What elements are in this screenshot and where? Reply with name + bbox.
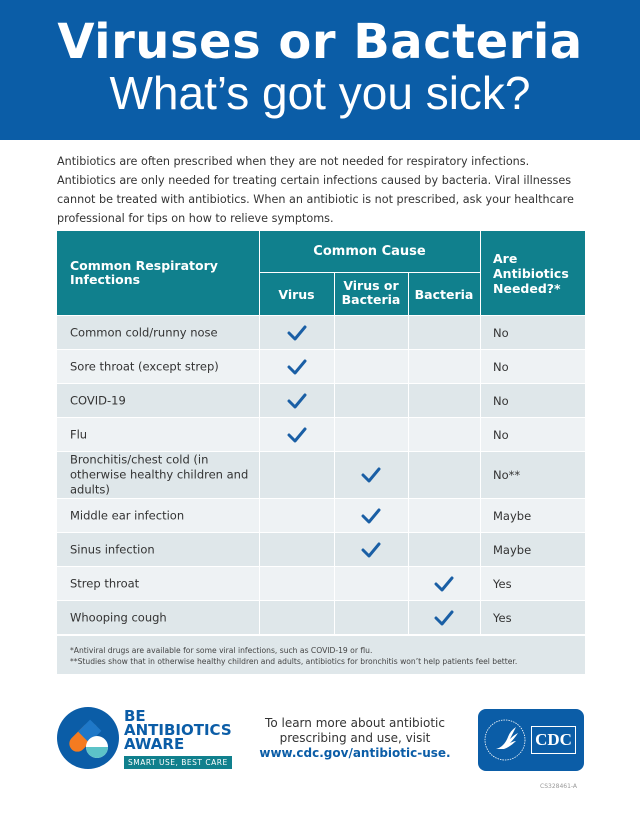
page-title: Viruses or Bacteria	[57, 14, 583, 70]
check-icon	[361, 508, 381, 523]
infection-name: Sinus infection	[70, 542, 155, 556]
antibiotics-needed-value: Maybe	[493, 508, 532, 523]
infection-name: Bronchitis/chest cold (in otherwise heal…	[70, 452, 249, 497]
cdc-hhs-logo: CDC	[478, 709, 584, 771]
hhs-eagle-icon	[484, 719, 526, 761]
learn-line-1: To learn more about antibiotic	[265, 716, 445, 730]
logo-aware: AWARE	[124, 735, 185, 753]
infection-name: Sore throat (except strep)	[70, 359, 219, 373]
table-row: Bronchitis/chest cold (in otherwise heal…	[57, 452, 585, 499]
infection-name: Strep throat	[70, 576, 140, 590]
antibiotics-needed-value: Maybe	[493, 542, 532, 557]
title-banner: Viruses or Bacteria What’s got you sick?	[0, 0, 640, 140]
table-row: COVID-19 No	[57, 384, 585, 418]
cdc-wordmark: CDC	[531, 726, 576, 754]
infection-name: Middle ear infection	[70, 508, 185, 522]
learn-line-2: prescribing and use, visit	[279, 731, 431, 745]
header-bacteria: Bacteria	[414, 287, 474, 302]
check-icon	[287, 359, 306, 374]
antibiotics-needed-value: No	[493, 393, 509, 408]
check-icon	[287, 325, 306, 340]
footnotes: *Antiviral drugs are available for some …	[57, 636, 585, 674]
table-row: Whooping cough Yes	[57, 601, 585, 635]
page-subtitle: What’s got you sick?	[109, 67, 531, 119]
antibiotics-needed-value: No	[493, 427, 509, 442]
logo-antibiotics: ANTIBIOTICS	[124, 721, 232, 739]
infection-name: COVID-19	[70, 393, 126, 407]
antibiotics-needed-value: No**	[493, 468, 521, 482]
table-row: Common cold/runny nose No	[57, 316, 585, 350]
infection-name: Flu	[70, 427, 88, 441]
header-common-cause: Common Cause	[313, 244, 426, 259]
check-icon	[287, 427, 306, 442]
table-body: Common cold/runny nose No Sore throat (exc…	[57, 316, 585, 635]
pill-icon	[57, 707, 119, 769]
learn-more-text: To learn more about antibiotic prescribi…	[245, 716, 465, 761]
table-row: Sinus infection Maybe	[57, 533, 585, 567]
footnote-antiviral: *Antiviral drugs are available for some …	[70, 646, 373, 655]
infection-name: Common cold/runny nose	[70, 325, 218, 339]
header-virus: Virus	[278, 287, 315, 302]
antibiotics-needed-value: Yes	[493, 576, 512, 591]
check-icon	[434, 576, 454, 591]
antibiotics-needed-value: Yes	[493, 610, 512, 625]
table-row: Strep throat Yes	[57, 567, 585, 601]
table-row: Flu No	[57, 418, 585, 452]
header-virus-or-bacteria: Virus or Bacteria	[341, 278, 401, 307]
infections-table: Common Respiratory Infections Common Cau…	[57, 231, 585, 635]
table-header: Common Respiratory Infections Common Cau…	[57, 231, 585, 315]
infection-name: Whooping cough	[70, 610, 167, 624]
check-icon	[434, 610, 454, 625]
document-code: CS328461-A	[540, 783, 578, 790]
header-antibiotics-needed: Are Antibiotics Needed?*	[493, 251, 569, 296]
logo-tagline: SMART USE, BEST CARE	[124, 756, 232, 769]
table-row: Middle ear infection Maybe	[57, 499, 585, 533]
footnote-bronchitis: **Studies show that in otherwise healthy…	[70, 657, 518, 666]
cdc-link[interactable]: www.cdc.gov/antibiotic-use.	[259, 746, 451, 760]
check-icon	[361, 542, 381, 557]
logo-be: BE	[124, 707, 146, 725]
antibiotics-needed-value: No	[493, 325, 509, 340]
check-icon	[287, 393, 306, 408]
antibiotics-needed-value: No	[493, 359, 509, 374]
intro-paragraph: Antibiotics are often prescribed when th…	[57, 155, 574, 225]
check-icon	[361, 467, 381, 483]
table-row: Sore throat (except strep) No	[57, 350, 585, 384]
header-infections: Common Respiratory Infections	[70, 258, 218, 287]
